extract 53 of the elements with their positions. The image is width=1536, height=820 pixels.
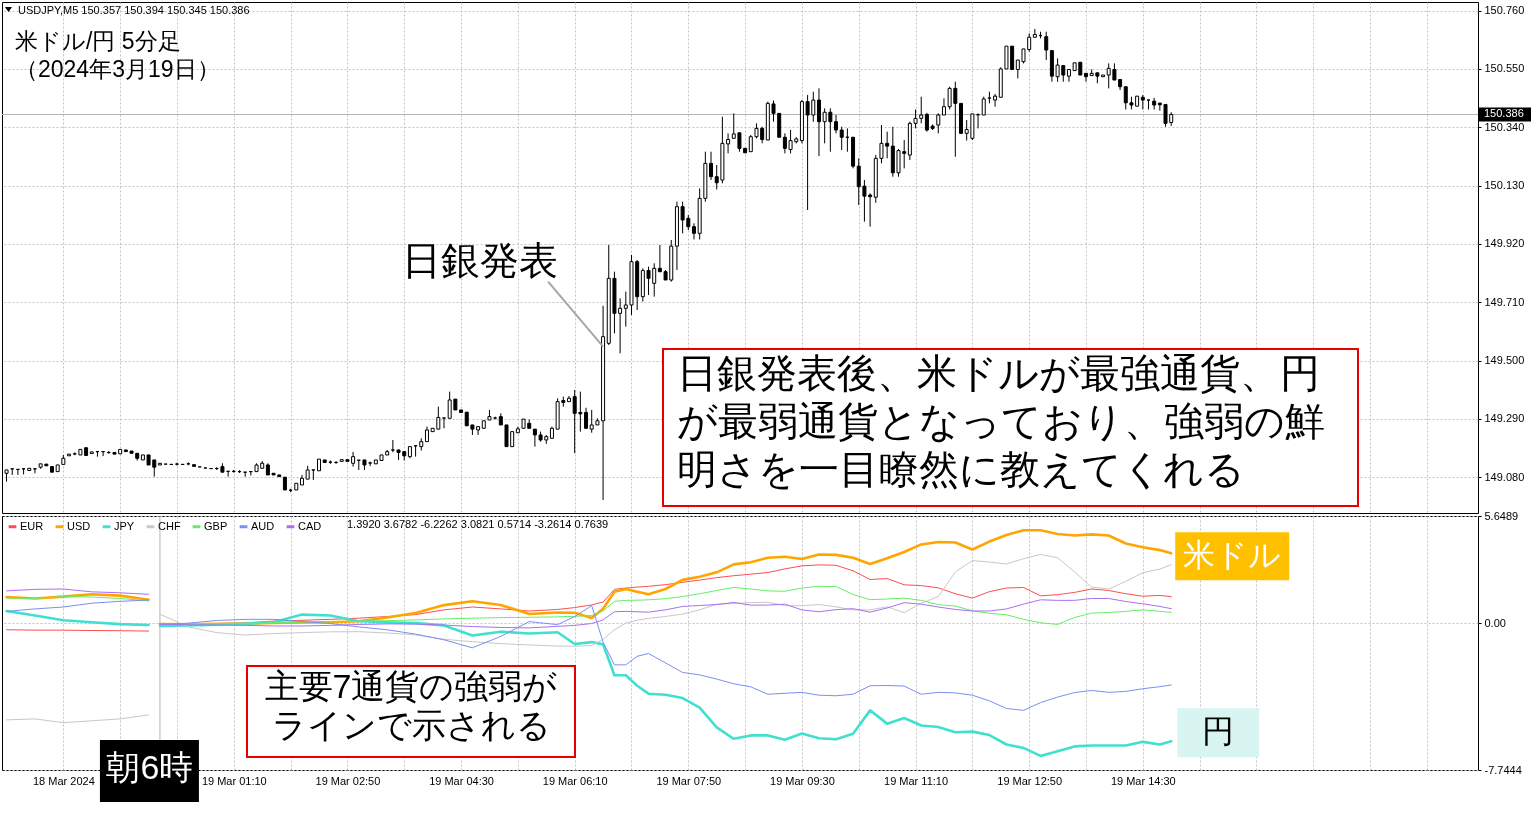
y-tick-label: -7.7444 <box>1484 763 1522 776</box>
legend-label: AUD <box>251 519 275 532</box>
candlestick <box>816 87 821 157</box>
ref-line-label: 150.386 <box>1484 107 1524 120</box>
text: 米ドル/円 5分足（2024年3月19日） <box>15 28 220 82</box>
x-tick-label: 18 Mar 2024 <box>32 774 95 787</box>
y-tick-label: 149.080 <box>1484 470 1525 483</box>
y-tick-label: 5.6489 <box>1484 509 1519 522</box>
candlestick <box>1032 28 1037 38</box>
y-tick-label: 149.920 <box>1484 237 1525 250</box>
annotation: 日銀発表後、米ドルが最強通貨、円が最弱通貨となっており、強弱の鮮明さを一目瞭然に教えてくれる <box>677 351 1325 491</box>
x-tick-label: 19 Mar 11:10 <box>884 774 949 787</box>
candlestick <box>1083 72 1088 83</box>
x-tick-label: 19 Mar 12:50 <box>997 774 1063 787</box>
y-tick-label: 150.130 <box>1484 179 1525 192</box>
legend-label: CHF <box>158 519 181 532</box>
y-tick-label: 150.340 <box>1484 120 1525 133</box>
candlestick <box>368 461 373 467</box>
candlestick <box>981 96 986 116</box>
candlestick <box>709 151 714 181</box>
x-tick-label: 19 Mar 14:30 <box>1110 774 1176 787</box>
candlestick <box>311 469 316 481</box>
annotation: 円 <box>1202 713 1235 750</box>
ref-line-label: 朝6時 <box>106 748 194 786</box>
legend-label: USD <box>67 519 91 532</box>
chart-title: USDJPY,M5 150.357 150.394 150.345 150.386 <box>18 4 250 16</box>
x-tick-label: 19 Mar 07:50 <box>656 774 722 787</box>
legend-label: EUR <box>20 519 44 532</box>
y-tick-label: 150.550 <box>1484 62 1525 75</box>
annotation: 主要7通貨の強弱がラインで示される <box>264 667 558 744</box>
candlestick <box>993 93 998 108</box>
y-tick-label: 149.500 <box>1484 354 1525 367</box>
legend-label: JPY <box>114 519 135 532</box>
y-tick-label: 149.290 <box>1484 412 1525 425</box>
x-tick-label: 19 Mar 01:10 <box>201 774 267 787</box>
annotation: 米ドル <box>1183 537 1282 574</box>
legend-label: CAD <box>298 519 322 532</box>
candlestick <box>691 222 696 240</box>
annotation: 日銀発表 <box>402 238 559 282</box>
y-tick-label: 0.00 <box>1484 616 1506 629</box>
x-tick-label: 19 Mar 04:30 <box>429 774 494 787</box>
candlestick <box>442 417 446 429</box>
candlestick <box>1044 31 1049 61</box>
annotation: 1.3920 3.6782 -6.2262 3.0821 0.5714 -3.2614 0.7639 <box>347 518 609 530</box>
candlestick <box>834 114 839 134</box>
y-tick-label: 149.710 <box>1484 295 1525 308</box>
y-tick-label: 150.760 <box>1484 4 1525 17</box>
candlestick <box>390 439 395 453</box>
candlestick <box>839 126 844 151</box>
x-tick-label: 19 Mar 06:10 <box>542 774 608 787</box>
legend-label: GBP <box>204 519 228 532</box>
x-tick-label: 19 Mar 09:30 <box>770 774 835 787</box>
x-tick-label: 19 Mar 02:50 <box>315 774 381 787</box>
